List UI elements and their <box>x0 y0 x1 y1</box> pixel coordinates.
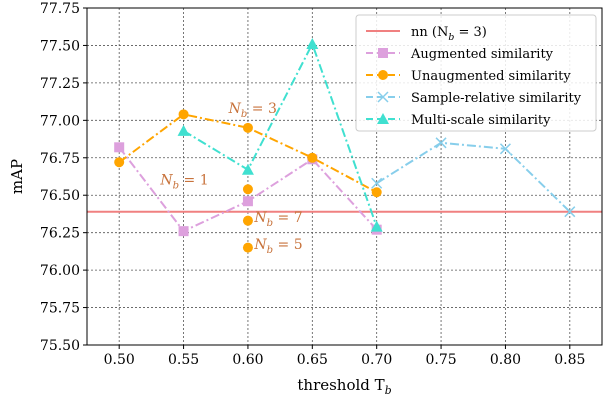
extra-point <box>242 215 253 226</box>
legend-label: Augmented similarity <box>410 47 554 62</box>
legend-swatch-marker <box>377 113 389 124</box>
legend-item-sr: Sample-relative similarity <box>366 91 582 106</box>
series-sr <box>371 137 576 218</box>
y-tick-label: 76.75 <box>40 151 80 167</box>
y-tick-label: 76.25 <box>40 226 80 242</box>
legend-swatch-marker <box>378 48 388 58</box>
data-point-sr <box>435 137 447 149</box>
data-point-ms <box>370 220 383 232</box>
x-tick-label: 0.85 <box>554 352 585 368</box>
legend-box <box>355 14 597 132</box>
annotation-label: Nb = 5 <box>253 237 302 256</box>
data-point-ms <box>306 37 319 49</box>
legend-label: Sample-relative similarity <box>411 91 582 106</box>
y-tick-label: 77.75 <box>40 1 80 17</box>
legend: nn (Nb = 3) Augmented similarity Unaugment… <box>355 14 597 132</box>
legend-label: Unaugmented similarity <box>411 69 571 84</box>
x-tick-label: 0.60 <box>232 352 263 368</box>
legend-item-nn: nn (Nb = 3) <box>366 25 487 43</box>
data-point-ms <box>177 124 190 136</box>
series-ms <box>177 37 383 232</box>
data-point-sr <box>564 206 576 218</box>
y-tick-labels: 75.50 75.75 76.00 76.25 76.50 76.75 77.00 77.25… <box>40 1 87 354</box>
data-point-aug <box>178 226 189 237</box>
x-tick-label: 0.70 <box>361 352 392 368</box>
legend-item-aug: Augmented similarity <box>366 47 554 62</box>
data-point-unaug <box>371 187 382 198</box>
series-layer <box>87 37 602 253</box>
series-line-sr <box>376 141 571 213</box>
y-tick-label: 76.50 <box>40 188 80 204</box>
series-line-unaug <box>118 113 378 194</box>
legend-item-unaug: Unaugmented similarity <box>366 69 571 84</box>
series-unaug <box>114 109 382 198</box>
y-tick-label: 77.50 <box>40 38 80 54</box>
data-point-unaug <box>307 152 318 163</box>
data-point-sr <box>499 143 511 155</box>
x-tick-label: 0.75 <box>425 352 456 368</box>
data-point-unaug <box>178 109 189 120</box>
y-tick-label: 75.50 <box>40 338 80 354</box>
extra-point <box>242 184 253 195</box>
annotation-label: Nb = 1 <box>159 173 208 192</box>
legend-label: nn (Nb = 3) <box>411 25 487 43</box>
y-tick-label: 77.00 <box>40 113 80 129</box>
annotations: Nb = 3 Nb = 1 Nb = 7 Nb = 5 <box>159 101 302 256</box>
series-line-ms <box>183 41 378 228</box>
data-point-ms <box>241 163 254 175</box>
y-axis-label: mAP <box>8 159 26 194</box>
annotation-label: Nb = 3 <box>228 101 277 120</box>
y-tick-label: 76.00 <box>40 263 80 279</box>
data-point-unaug <box>242 122 253 133</box>
legend-label: Multi-scale similarity <box>411 113 551 128</box>
x-tick-label: 0.65 <box>297 352 328 368</box>
x-axis-label: threshold Tb <box>297 376 391 397</box>
y-tick-label: 77.25 <box>40 76 80 92</box>
y-tick-label: 75.75 <box>40 301 80 317</box>
annotation-label: Nb = 7 <box>253 210 302 229</box>
data-point-unaug <box>114 157 125 168</box>
x-tick-label: 0.50 <box>104 352 135 368</box>
legend-swatch-marker <box>378 70 388 80</box>
x-tick-label: 0.80 <box>490 352 521 368</box>
legend-item-ms: Multi-scale similarity <box>366 113 551 128</box>
data-point-aug <box>114 142 125 153</box>
legend-swatch-marker <box>377 91 389 103</box>
data-point-aug <box>242 196 253 207</box>
x-tick-labels: 0.50 0.55 0.60 0.65 0.70 0.75 0.80 0.85 <box>104 345 585 368</box>
data-point-sr <box>371 177 383 189</box>
plot-frame <box>86 7 603 346</box>
x-tick-label: 0.55 <box>168 352 199 368</box>
extra-point <box>242 242 253 253</box>
